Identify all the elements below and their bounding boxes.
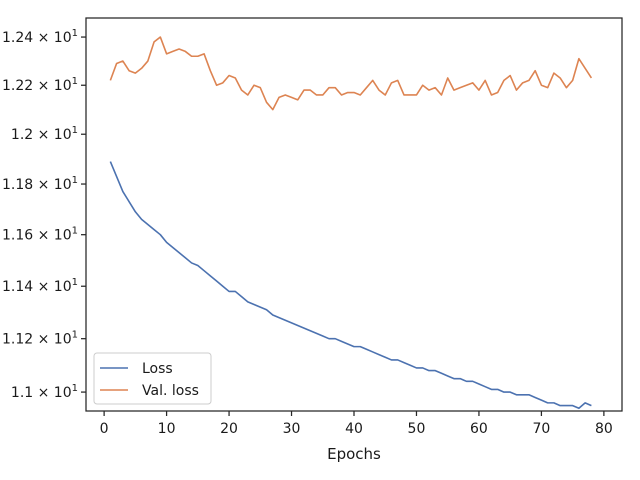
- plot-area: [86, 18, 622, 411]
- series-lines: [109, 36, 593, 410]
- y-tick-label: 1.12 × 101: [2, 330, 78, 348]
- y-tick-label: 1.2 × 101: [11, 125, 78, 143]
- x-tick-label: 0: [100, 421, 109, 437]
- y-tick-label: 1.16 × 101: [2, 226, 78, 244]
- y-axis: 1.1 × 101 1.12 × 101 1.14 × 101 1.16 × 101 1…: [2, 28, 86, 401]
- x-tick-label: 80: [595, 421, 613, 437]
- y-tick-label: 1.24 × 101: [2, 28, 78, 46]
- x-tick-label: 10: [158, 421, 176, 437]
- x-tick-label: 70: [532, 421, 550, 437]
- y-tick-label: 1.1 × 101: [11, 383, 78, 401]
- x-axis: 0 10 20 30 40 50 60 70 80: [100, 411, 613, 437]
- y-tick-label: 1.14 × 101: [2, 277, 78, 295]
- legend: Loss Val. loss: [93, 352, 212, 405]
- x-tick-label: 60: [470, 421, 488, 437]
- plot-frame: [85, 17, 623, 412]
- series-line-loss: [109, 161, 592, 410]
- legend-label: Loss: [142, 361, 173, 377]
- x-axis-label: Epochs: [327, 445, 381, 463]
- legend-label: Val. loss: [142, 383, 199, 399]
- x-tick-label: 30: [283, 421, 301, 437]
- x-tick-label: 50: [408, 421, 426, 437]
- series-line-val-loss: [109, 36, 593, 111]
- y-tick-label: 1.18 × 101: [2, 175, 78, 193]
- y-tick-label: 1.22 × 101: [2, 76, 78, 94]
- x-tick-label: 40: [345, 421, 363, 437]
- x-tick-label: 20: [220, 421, 238, 437]
- legend-box: [93, 352, 212, 405]
